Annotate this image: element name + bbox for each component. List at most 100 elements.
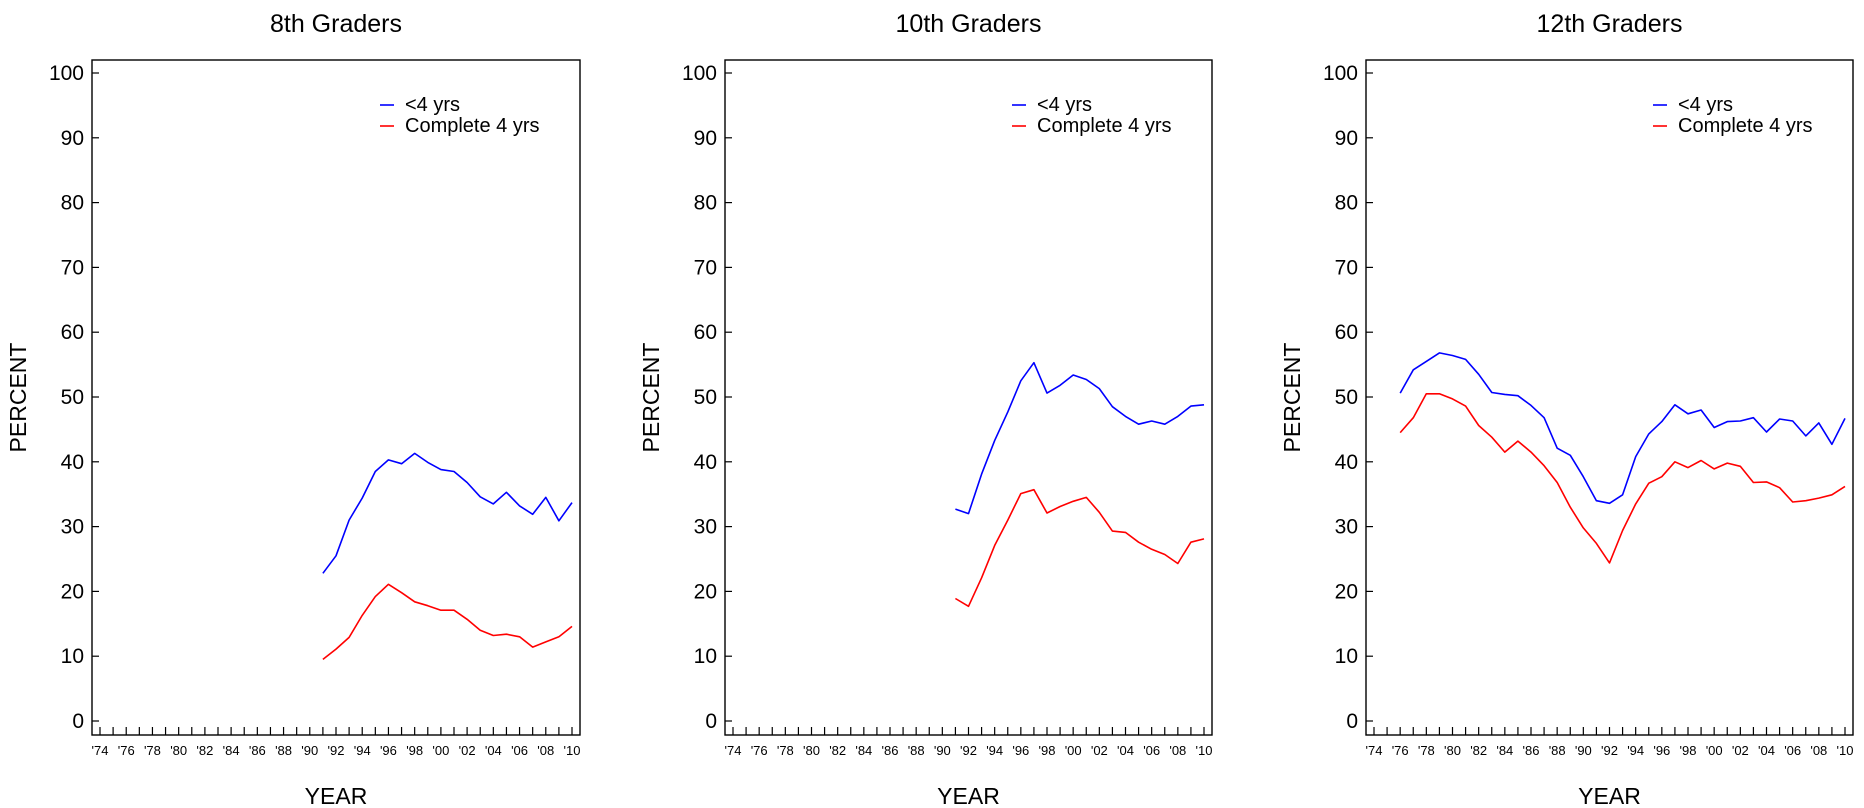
x-tick-label: '00 [1065,743,1082,758]
x-tick-label: '06 [1143,743,1160,758]
y-tick-label: 90 [694,127,717,150]
y-tick-label: 50 [694,386,717,409]
y-tick-label: 30 [694,516,717,539]
x-tick-label: '08 [537,743,554,758]
y-axis-label: PERCENT [638,343,664,453]
series-line-4-yrs [1399,352,1846,505]
series-line-4-yrs [322,452,573,574]
x-tick-label: '90 [934,743,951,758]
y-tick-label: 90 [1335,127,1358,150]
x-tick-label: '88 [1549,743,1566,758]
x-tick-label: '80 [170,743,187,758]
x-tick-label: '92 [1601,743,1618,758]
y-tick-label: 60 [1335,321,1358,344]
x-tick-label: '88 [275,743,292,758]
y-tick-label: 70 [61,256,84,279]
x-tick-label: '90 [1575,743,1592,758]
x-tick-label: '76 [118,743,135,758]
x-tick-label: '74 [725,743,742,758]
y-tick-label: 70 [694,256,717,279]
y-tick-label: 20 [694,580,717,603]
y-tick-label: 90 [61,127,84,150]
chart-title: 10th Graders [896,10,1042,38]
x-tick-label: '94 [354,743,371,758]
y-tick-label: 100 [1323,62,1358,85]
x-tick-label: '86 [1523,743,1540,758]
y-tick-label: 20 [61,580,84,603]
x-tick-label: '74 [92,743,109,758]
y-tick-label: 40 [1335,451,1358,474]
x-tick-label: '00 [1706,743,1723,758]
x-tick-label: '06 [1784,743,1801,758]
x-tick-label: '94 [986,743,1003,758]
y-tick-label: 60 [694,321,717,344]
legend-label-4-yrs: <4 yrs [405,94,460,116]
y-tick-label: 40 [694,451,717,474]
y-tick-label: 30 [1335,516,1358,539]
y-tick-label: 80 [61,192,84,215]
legend-label-4-yrs: <4 yrs [1037,94,1092,116]
y-tick-label: 0 [1346,710,1358,733]
x-axis-label: YEAR [937,783,1000,808]
y-axis-label: PERCENT [5,343,31,453]
plot-frame [724,59,1213,736]
y-tick-label: 80 [694,192,717,215]
legend-label-complete-4-yrs: Complete 4 yrs [1037,115,1172,137]
y-tick-label: 50 [61,386,84,409]
x-tick-label: '10 [1837,743,1854,758]
x-tick-label: '92 [960,743,977,758]
x-tick-label: '78 [1418,743,1435,758]
x-tick-label: '04 [485,743,502,758]
series-line-complete-4-yrs [322,583,573,661]
y-tick-label: 80 [1335,192,1358,215]
series-line-complete-4-yrs [1399,392,1846,564]
y-tick-label: 100 [49,62,84,85]
x-tick-label: '76 [751,743,768,758]
x-tick-label: '84 [855,743,872,758]
x-tick-label: '00 [432,743,449,758]
x-tick-label: '98 [1039,743,1056,758]
x-tick-label: '02 [459,743,476,758]
x-tick-label: '04 [1758,743,1775,758]
x-tick-label: '84 [1496,743,1513,758]
x-tick-label: '96 [1012,743,1029,758]
x-axis-label: YEAR [1578,783,1641,808]
chart-panel-1: 8th Graders PERCENT YEAR 0 10 20 30 40 50 60 70 80 9… [5,10,581,808]
y-tick-label: 40 [61,451,84,474]
x-tick-label: '90 [301,743,318,758]
x-tick-label: '08 [1810,743,1827,758]
legend-label-4-yrs: <4 yrs [1678,94,1733,116]
legend-label-complete-4-yrs: Complete 4 yrs [1678,115,1813,137]
x-tick-label: '76 [1392,743,1409,758]
x-tick-label: '86 [882,743,899,758]
x-tick-label: '84 [223,743,240,758]
x-tick-label: '96 [380,743,397,758]
x-tick-label: '82 [1470,743,1487,758]
y-tick-label: 70 [1335,256,1358,279]
y-tick-label: 100 [682,62,717,85]
legend-label-complete-4-yrs: Complete 4 yrs [405,115,540,137]
x-tick-label: '06 [511,743,528,758]
x-tick-label: '88 [908,743,925,758]
y-tick-label: 0 [705,710,717,733]
x-tick-label: '78 [777,743,794,758]
x-tick-label: '94 [1627,743,1644,758]
y-tick-label: 0 [72,710,84,733]
x-tick-label: '82 [829,743,846,758]
chart-title: 12th Graders [1537,10,1683,38]
y-tick-label: 50 [1335,386,1358,409]
y-tick-label: 20 [1335,580,1358,603]
x-tick-label: '10 [1196,743,1213,758]
y-tick-label: 10 [694,645,717,668]
x-tick-label: '98 [1680,743,1697,758]
x-tick-label: '78 [144,743,161,758]
x-tick-label: '80 [803,743,820,758]
x-axis-label: YEAR [305,783,368,808]
series-line-complete-4-yrs [954,488,1205,608]
x-tick-label: '96 [1653,743,1670,758]
x-tick-label: '92 [328,743,345,758]
x-tick-label: '74 [1366,743,1383,758]
x-tick-label: '04 [1117,743,1134,758]
x-tick-label: '08 [1169,743,1186,758]
